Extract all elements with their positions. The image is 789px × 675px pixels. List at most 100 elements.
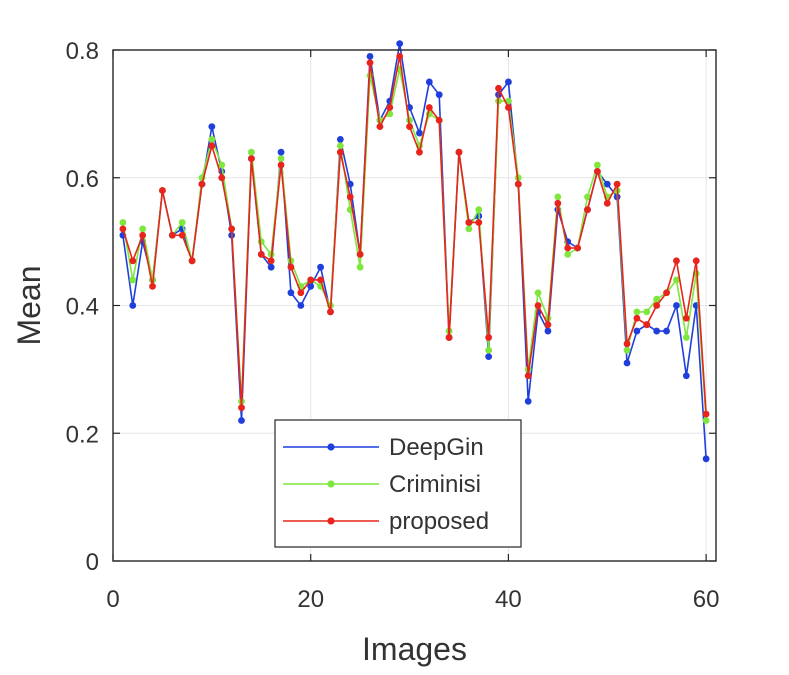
y-axis-label: Mean bbox=[11, 265, 47, 345]
data-point bbox=[702, 417, 710, 424]
legend-marker bbox=[327, 443, 335, 451]
x-tick-label: 0 bbox=[106, 586, 119, 613]
data-point bbox=[643, 308, 651, 316]
data-point bbox=[702, 455, 710, 463]
data-point bbox=[495, 84, 502, 92]
data-point bbox=[297, 289, 305, 297]
data-point bbox=[673, 302, 680, 309]
legend-marker bbox=[327, 517, 335, 525]
data-point bbox=[603, 199, 611, 207]
data-point bbox=[208, 136, 216, 143]
data-point bbox=[465, 225, 473, 233]
data-point bbox=[327, 308, 334, 316]
legend-label: Criminisi bbox=[389, 471, 481, 498]
data-point bbox=[673, 276, 680, 284]
data-point bbox=[475, 219, 483, 226]
series-proposed bbox=[119, 52, 710, 418]
legend-label: proposed bbox=[389, 508, 489, 535]
data-point bbox=[455, 148, 463, 156]
data-point bbox=[673, 257, 680, 265]
data-point bbox=[702, 410, 710, 418]
data-point bbox=[346, 193, 354, 201]
data-point bbox=[603, 180, 611, 188]
data-point bbox=[633, 327, 641, 335]
data-point bbox=[238, 404, 245, 412]
data-point bbox=[277, 148, 285, 156]
data-point bbox=[168, 231, 176, 239]
legend-label: DeepGin bbox=[389, 434, 484, 461]
data-point bbox=[663, 327, 670, 335]
data-point bbox=[218, 174, 226, 182]
data-point bbox=[247, 155, 255, 162]
data-point bbox=[366, 59, 374, 67]
legend-item: proposed bbox=[283, 508, 489, 535]
data-point bbox=[574, 244, 582, 252]
data-point bbox=[188, 257, 196, 265]
data-point bbox=[633, 314, 641, 322]
data-point bbox=[317, 263, 324, 271]
data-point bbox=[416, 129, 423, 137]
y-tick-label: 0.6 bbox=[66, 166, 99, 193]
data-point bbox=[119, 225, 127, 233]
data-point bbox=[554, 199, 562, 207]
data-point bbox=[218, 161, 226, 169]
plot-area bbox=[112, 40, 717, 562]
data-point bbox=[633, 308, 641, 316]
data-point bbox=[475, 206, 483, 214]
tick-marks bbox=[112, 49, 716, 562]
x-tick-label: 40 bbox=[495, 586, 522, 613]
data-point bbox=[336, 136, 344, 143]
data-point bbox=[682, 372, 690, 380]
data-point bbox=[682, 314, 690, 322]
data-point bbox=[366, 52, 374, 60]
data-point bbox=[247, 148, 255, 156]
data-point bbox=[524, 397, 532, 405]
data-point bbox=[465, 219, 473, 226]
data-point bbox=[317, 276, 324, 284]
data-point bbox=[544, 327, 552, 335]
data-point bbox=[653, 302, 661, 309]
data-point bbox=[584, 193, 591, 201]
series-line bbox=[122, 55, 707, 415]
tick-labels: 0 20 40 60 0 0.2 0.4 0.6 0.8 bbox=[66, 38, 720, 613]
data-point bbox=[287, 263, 295, 271]
data-point bbox=[356, 263, 364, 271]
data-point bbox=[485, 353, 493, 360]
legend-item: Criminisi bbox=[283, 471, 481, 498]
data-point bbox=[119, 219, 127, 226]
data-point bbox=[287, 289, 295, 297]
data-point bbox=[129, 257, 137, 265]
legend-item: DeepGin bbox=[283, 434, 484, 461]
data-point bbox=[485, 334, 493, 341]
data-point bbox=[593, 167, 601, 175]
data-point bbox=[593, 161, 601, 169]
data-point bbox=[307, 282, 315, 290]
data-point bbox=[297, 302, 305, 309]
data-point bbox=[208, 142, 216, 150]
data-point bbox=[416, 148, 423, 156]
data-point bbox=[564, 251, 572, 258]
data-point bbox=[149, 282, 156, 290]
data-point bbox=[307, 276, 315, 284]
data-point bbox=[277, 155, 285, 162]
x-axis-label: Images bbox=[362, 631, 467, 667]
data-point bbox=[159, 187, 166, 194]
data-point bbox=[653, 295, 661, 303]
data-point bbox=[277, 161, 285, 169]
data-point bbox=[505, 78, 512, 86]
data-point bbox=[139, 225, 147, 233]
data-point bbox=[129, 302, 137, 309]
legend: DeepGin Criminisi proposed bbox=[274, 419, 522, 548]
data-point bbox=[682, 334, 690, 341]
y-tick-label: 0 bbox=[86, 549, 99, 576]
data-point bbox=[613, 180, 621, 188]
data-point bbox=[435, 91, 443, 99]
data-point bbox=[208, 123, 216, 131]
data-point bbox=[139, 231, 147, 239]
series-layer bbox=[119, 40, 710, 463]
data-point bbox=[336, 148, 344, 156]
data-point bbox=[623, 340, 631, 348]
data-point bbox=[584, 206, 591, 214]
y-tick-label: 0.8 bbox=[66, 38, 99, 65]
